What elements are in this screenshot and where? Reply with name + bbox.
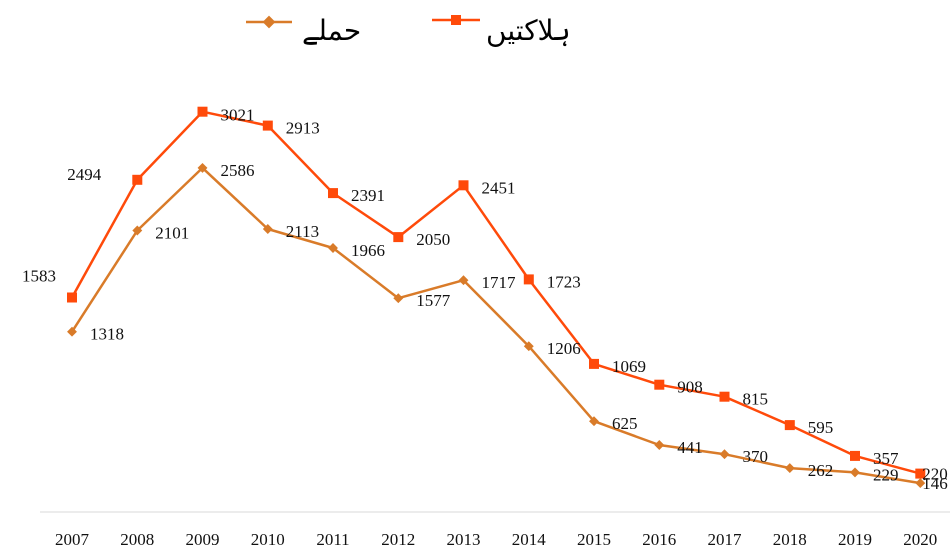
data-label-attacks-2009: 2586 [221, 161, 255, 180]
data-label-attacks-2017: 370 [743, 447, 769, 466]
legend-label-attacks: حملے [302, 14, 361, 47]
x-axis-ticks: 2007 2008 2009 2010 2011 2012 2013 2014 2015 2016… [55, 530, 937, 549]
x-tick-2011: 2011 [316, 530, 349, 549]
data-label-fatalities-2007: 1583 [22, 267, 56, 286]
x-tick-2012: 2012 [381, 530, 415, 549]
x-tick-2009: 2009 [186, 530, 220, 549]
x-tick-2017: 2017 [708, 530, 743, 549]
data-label-attacks-2010: 2113 [286, 222, 319, 241]
data-label-attacks-2020: 146 [922, 474, 948, 493]
x-tick-2010: 2010 [251, 530, 285, 549]
marker-attacks-2009 [197, 162, 208, 173]
marker-attacks-2018 [784, 463, 795, 474]
marker-fatalities-2020 [915, 468, 926, 479]
marker-fatalities-2010 [262, 120, 273, 131]
data-label-attacks-2012: 1577 [416, 291, 451, 310]
data-label-fatalities-2018: 595 [808, 418, 834, 437]
x-tick-2018: 2018 [773, 530, 807, 549]
data-label-attacks-2011: 1966 [351, 241, 385, 260]
data-label-fatalities-2012: 2050 [416, 230, 450, 249]
series-line-fatalities [70, 110, 921, 475]
plot-markers [67, 106, 926, 489]
marker-attacks-2020 [915, 478, 926, 489]
marker-fatalities-2017 [719, 391, 730, 402]
data-label-fatalities-2010: 2913 [286, 119, 320, 138]
series-line-attacks [70, 166, 921, 485]
data-label-fatalities-2017: 815 [743, 390, 769, 409]
marker-attacks-2014 [523, 341, 534, 352]
marker-fatalities-2018 [784, 420, 795, 431]
chart-legend: حملے ہلاکتیں [246, 14, 571, 47]
data-label-fatalities-2009: 3021 [221, 106, 255, 125]
data-label-fatalities-2013: 2451 [482, 178, 516, 197]
x-tick-2014: 2014 [512, 530, 547, 549]
legend-item-fatalities: ہلاکتیں [432, 14, 571, 47]
marker-attacks-2017 [719, 449, 730, 460]
legend-marker-fatalities [451, 15, 461, 25]
marker-fatalities-2015 [589, 358, 599, 369]
x-tick-2019: 2019 [838, 530, 872, 549]
marker-attacks-2015 [589, 416, 599, 427]
data-label-attacks-2007: 1318 [90, 325, 124, 344]
marker-attacks-2019 [850, 467, 860, 478]
marker-attacks-2008 [132, 225, 143, 236]
data-label-attacks-2015: 625 [612, 414, 638, 433]
x-tick-2016: 2016 [642, 530, 676, 549]
data-label-attacks-2016: 441 [677, 438, 703, 457]
marker-fatalities-2011 [328, 188, 338, 199]
legend-item-attacks: حملے [246, 14, 361, 47]
marker-fatalities-2008 [132, 174, 143, 185]
x-tick-2013: 2013 [447, 530, 481, 549]
plot-lines [70, 110, 921, 485]
data-label-fatalities-2019: 357 [873, 449, 899, 468]
plot-data-labels: 1583 2494 3021 2913 2391 2050 2451 1723 1069 908 8… [22, 106, 948, 493]
marker-attacks-2011 [328, 243, 338, 253]
legend-marker-attacks [262, 15, 276, 29]
data-label-fatalities-2016: 908 [677, 378, 703, 397]
data-label-fatalities-2011: 2391 [351, 186, 385, 205]
marker-fatalities-2007 [67, 292, 77, 303]
x-tick-2007: 2007 [55, 530, 90, 549]
marker-fatalities-2012 [393, 232, 404, 243]
data-label-fatalities-2014: 1723 [547, 272, 581, 291]
marker-fatalities-2013 [458, 180, 469, 191]
marker-attacks-2010 [262, 224, 273, 234]
marker-attacks-2016 [654, 440, 665, 450]
data-label-attacks-2018: 262 [808, 461, 834, 480]
x-tick-2008: 2008 [120, 530, 154, 549]
x-tick-2020: 2020 [903, 530, 937, 549]
marker-fatalities-2014 [523, 274, 534, 285]
data-label-attacks-2014: 1206 [547, 339, 581, 358]
x-tick-2015: 2015 [577, 530, 611, 549]
marker-fatalities-2019 [850, 450, 860, 461]
data-label-attacks-2013: 1717 [482, 273, 517, 292]
marker-fatalities-2009 [197, 106, 208, 117]
data-label-fatalities-2008: 2494 [67, 165, 102, 184]
data-label-attacks-2008: 2101 [155, 224, 189, 243]
data-label-fatalities-2020: 220 [922, 465, 948, 484]
legend-label-fatalities: ہلاکتیں [486, 14, 571, 47]
data-label-fatalities-2015: 1069 [612, 357, 646, 376]
data-label-attacks-2019: 229 [873, 465, 899, 484]
marker-attacks-2012 [393, 293, 404, 304]
marker-fatalities-2016 [654, 379, 665, 390]
marker-attacks-2013 [458, 275, 469, 286]
